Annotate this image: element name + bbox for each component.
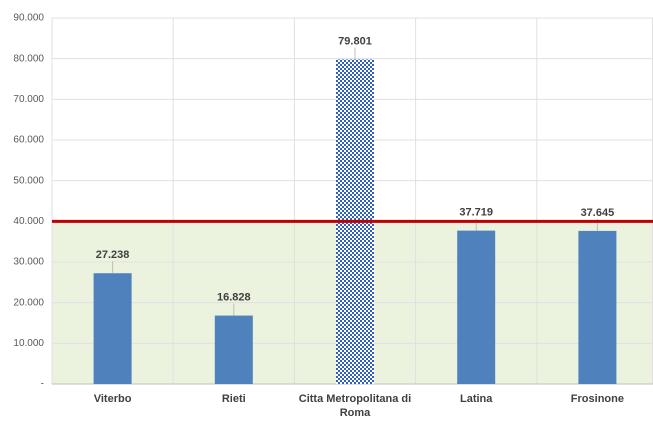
x-tick-label-box: Citta Metropolitana di Roma (298, 393, 412, 419)
x-tick-label-box: Rieti (221, 393, 246, 405)
bar (457, 230, 496, 384)
y-tick-label: 40.000 (13, 216, 44, 227)
x-tick-label: Citta Metropolitana di Roma (298, 393, 412, 419)
value-label: 27.238 (96, 249, 130, 261)
x-tick-label: Latina (459, 393, 493, 405)
y-tick-label: 30.000 (13, 257, 44, 268)
bar (214, 315, 253, 384)
bar (578, 230, 617, 384)
x-tick-label-box: Viterbo (93, 393, 132, 405)
y-tick-label: 70.000 (13, 94, 44, 105)
y-tick-label: 90.000 (13, 13, 44, 24)
value-label: 37.645 (581, 207, 615, 219)
bar (93, 273, 132, 384)
x-tick-label: Rieti (221, 393, 246, 405)
value-label: 16.828 (217, 291, 251, 303)
y-tick-label: 50.000 (13, 175, 44, 186)
y-tick-label: - (41, 379, 44, 390)
value-label: 37.719 (459, 207, 493, 219)
y-tick-label: 60.000 (13, 135, 44, 146)
y-tick-label: 20.000 (13, 297, 44, 308)
x-tick-label: Viterbo (93, 393, 132, 405)
x-tick-label-box: Latina (459, 393, 493, 405)
x-tick-label: Frosinone (570, 393, 624, 405)
y-tick-label: 10.000 (13, 338, 44, 349)
x-tick-label-box: Frosinone (570, 393, 624, 405)
value-label: 79.801 (338, 35, 372, 47)
y-tick-label: 80.000 (13, 53, 44, 64)
